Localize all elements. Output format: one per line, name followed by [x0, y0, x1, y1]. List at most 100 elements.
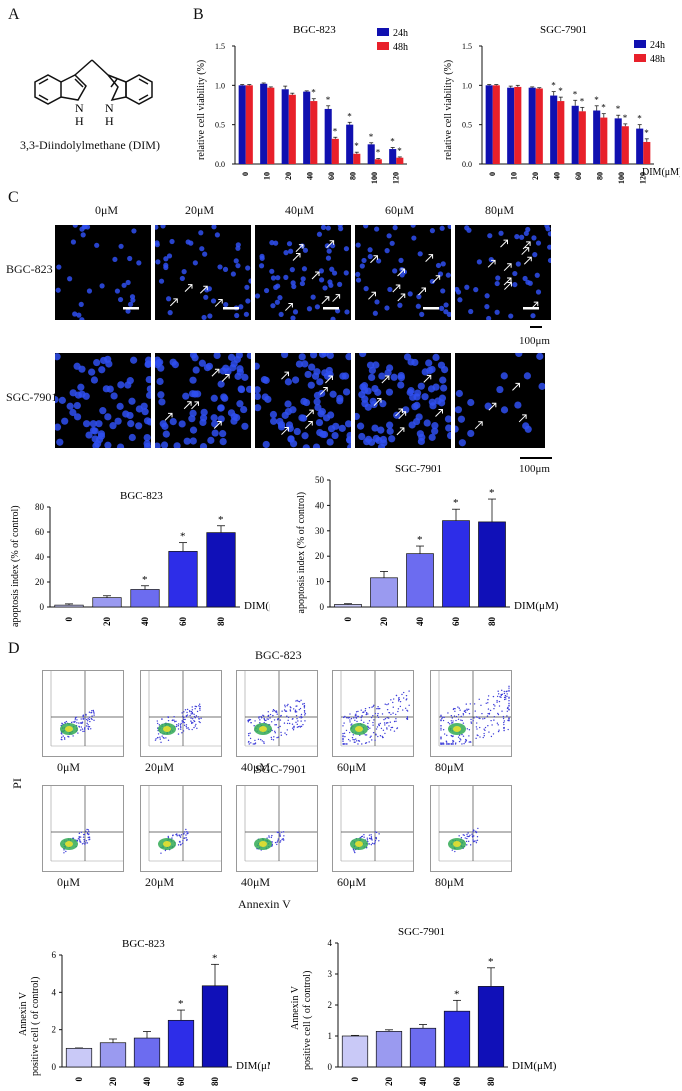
- arrow-head: [298, 244, 304, 249]
- nucleus: [413, 401, 421, 409]
- event-dot: [356, 720, 358, 723]
- event-dot: [379, 722, 382, 725]
- event-dot: [372, 721, 374, 724]
- nucleus: [386, 421, 394, 429]
- y-tick-label: 40: [315, 500, 325, 510]
- event-dot: [458, 734, 461, 736]
- nucleus: [255, 362, 260, 370]
- event-dot: [61, 722, 63, 725]
- event-dot: [467, 835, 470, 838]
- event-dot: [465, 703, 467, 705]
- x-tick-label: 120: [638, 172, 647, 184]
- nucleus: [515, 353, 523, 358]
- event-dot: [460, 837, 463, 839]
- x-tick-label: 100: [370, 172, 379, 184]
- event-dot: [342, 738, 344, 741]
- event-dot: [347, 717, 349, 719]
- event-dot: [80, 718, 82, 720]
- nucleus: [376, 258, 382, 264]
- significance-star: *: [489, 487, 495, 499]
- arrow-indicator: [211, 368, 220, 377]
- event-dot: [287, 716, 290, 719]
- event-dot: [366, 837, 369, 839]
- nucleus: [284, 400, 292, 408]
- event-dot: [386, 708, 389, 711]
- event-dot: [452, 708, 455, 711]
- nucleus: [327, 411, 335, 419]
- event-dot: [349, 721, 351, 723]
- event-dot: [272, 739, 275, 741]
- event-dot: [179, 725, 182, 727]
- event-dot: [372, 731, 375, 734]
- nucleus: [359, 353, 367, 358]
- event-dot: [90, 711, 93, 714]
- event-dot: [194, 717, 196, 719]
- event-dot: [355, 716, 357, 718]
- event-dot: [445, 743, 448, 745]
- event-dot: [503, 720, 506, 722]
- event-dot: [463, 742, 465, 745]
- event-dot: [441, 717, 443, 720]
- nucleus: [306, 306, 313, 312]
- event-dot: [295, 711, 298, 713]
- event-dot: [374, 841, 376, 843]
- nucleus: [121, 282, 127, 288]
- event-dot: [458, 707, 460, 709]
- micro-image-1-3: [355, 353, 451, 448]
- event-dot: [173, 719, 175, 721]
- event-dot: [82, 836, 85, 838]
- bar-48h: [331, 138, 339, 164]
- event-dot: [181, 732, 183, 734]
- event-dot: [384, 703, 386, 705]
- nucleus: [431, 422, 439, 430]
- event-dot: [376, 707, 378, 710]
- event-dot: [303, 711, 306, 713]
- event-dot: [470, 721, 472, 723]
- event-dot: [87, 718, 89, 720]
- event-dot: [458, 740, 461, 743]
- event-dot: [254, 742, 257, 744]
- x-tick-label: 100: [617, 172, 626, 184]
- nucleus: [243, 311, 249, 317]
- event-dot: [174, 721, 176, 723]
- event-dot: [363, 834, 365, 836]
- event-dot: [185, 837, 188, 839]
- nucleus: [523, 230, 529, 237]
- event-dot: [85, 725, 88, 727]
- nucleus: [275, 275, 281, 281]
- nucleus: [425, 359, 433, 367]
- nucleus: [155, 259, 161, 265]
- nucleus: [417, 382, 425, 390]
- nucleus: [262, 440, 270, 448]
- bar: [375, 1030, 403, 1068]
- nucleus: [210, 298, 217, 304]
- nucleus: [236, 400, 244, 408]
- nucleus: [158, 398, 166, 406]
- event-dot: [385, 722, 388, 724]
- h-right: H: [105, 114, 114, 128]
- significance-star: *: [347, 111, 352, 121]
- bar: [443, 1010, 471, 1068]
- event-dot: [200, 717, 202, 720]
- event-dot: [405, 694, 408, 697]
- event-dot: [167, 835, 169, 838]
- flow-plot-0-1: [140, 670, 222, 757]
- nucleus: [202, 251, 208, 257]
- event-dot: [399, 700, 402, 703]
- flow-dose-label-0-0: 0μM: [57, 760, 81, 774]
- nucleus: [464, 284, 470, 290]
- event-dot: [88, 711, 91, 713]
- y-tick-label: 0.5: [215, 121, 225, 130]
- event-dot: [249, 732, 251, 734]
- chart-title: BGC-823: [293, 24, 336, 36]
- micro-image-1-2: [255, 353, 351, 448]
- nucleus: [476, 259, 482, 265]
- event-dot: [360, 835, 363, 838]
- nucleus: [219, 437, 227, 446]
- event-dot: [192, 722, 194, 724]
- event-dot: [252, 743, 254, 745]
- nucleus: [144, 360, 151, 369]
- nucleus: [89, 420, 97, 428]
- event-dot: [506, 715, 508, 717]
- dose-label-4: 80μM: [485, 203, 515, 217]
